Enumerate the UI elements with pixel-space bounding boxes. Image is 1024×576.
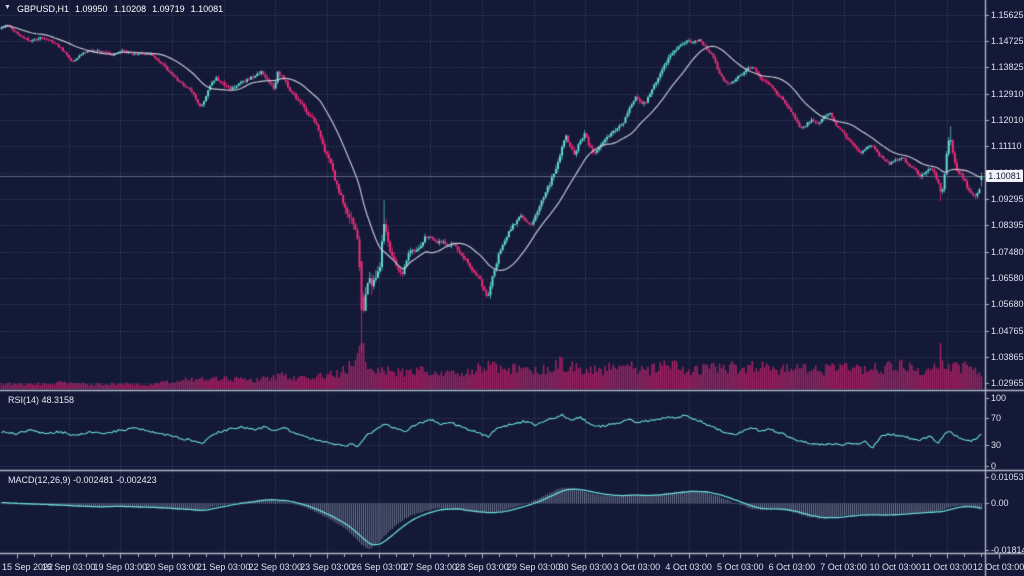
price-tick-label: 1.14725	[991, 36, 1024, 46]
time-tick-label: 5 Oct 03:00	[716, 562, 764, 572]
rsi-tick-label: 100	[991, 393, 1007, 403]
time-tick-label: 20 Sep 03:00	[145, 562, 199, 572]
time-tick-label: 6 Oct 03:00	[768, 562, 816, 572]
macd-tick-label: -0.018143	[991, 545, 1024, 555]
main-chart-panel[interactable]	[0, 0, 985, 390]
macd-name: MACD(12,26,9)	[8, 475, 71, 485]
price-tick-label: 1.09295	[991, 194, 1024, 204]
time-tick-label: 10 Oct 03:00	[869, 562, 921, 572]
time-tick-label: 27 Sep 03:00	[403, 562, 458, 572]
rsi-indicator-label: RSI(14) 48.3158	[8, 395, 74, 405]
time-tick-label: 4 Oct 03:00	[665, 562, 712, 572]
close-value: 1.10081	[190, 4, 224, 14]
open-value: 1.09950	[75, 4, 108, 14]
collapse-chart-arrow-icon[interactable]: ▼	[4, 4, 11, 11]
price-tick-label: 1.07480	[991, 247, 1024, 257]
time-tick-label: 29 Sep 03:00	[506, 562, 561, 572]
time-tick-label: 21 Sep 03:00	[196, 562, 251, 572]
time-tick-label: 12 Oct 03:00	[972, 562, 1024, 572]
rsi-axis[interactable]: 100 70 30 0	[985, 392, 1024, 471]
macd-tick-label: 0.010533	[991, 472, 1024, 482]
time-tick-label: 11 Oct 03:00	[921, 562, 973, 572]
time-tick-label: 3 Oct 03:00	[613, 562, 661, 572]
price-tick-label: 1.12010	[991, 115, 1024, 125]
time-tick-label: 26 Sep 03:00	[351, 562, 406, 572]
macd-tick-label: 0.00	[991, 498, 1009, 508]
low-value: 1.09719	[152, 4, 185, 14]
rsi-current-value: 48.3158	[41, 395, 75, 405]
time-axis[interactable]: 15 Sep 2022 16 Sep 03:00 19 Sep 03:00 20 Se…	[0, 553, 1024, 576]
rsi-tick-label: 0	[991, 461, 997, 471]
high-value: 1.10208	[113, 4, 147, 14]
rsi-tick-label: 70	[991, 413, 1002, 423]
symbol-ohlc-title: GBPUSD,H1 1.09950 1.10208 1.09719 1.10081	[17, 4, 229, 14]
current-price-badge: 1.10081	[986, 170, 1023, 182]
macd-axis[interactable]: 0.010533 0.00 -0.018143	[985, 472, 1024, 555]
price-tick-label: 1.13825	[991, 62, 1024, 72]
rsi-name: RSI(14)	[8, 395, 40, 405]
time-tick-label: 19 Sep 03:00	[93, 562, 148, 572]
price-tick-label: 1.08395	[991, 220, 1024, 230]
price-tick-label: 1.06580	[991, 273, 1024, 283]
price-tick-label: 1.03865	[991, 352, 1024, 362]
price-tick-label: 1.12910	[991, 89, 1024, 99]
macd-indicator-label: MACD(12,26,9) -0.002481 -0.002423	[8, 475, 157, 485]
time-tick-label: 15 Sep 2022	[2, 562, 54, 572]
time-tick-label: 23 Sep 03:00	[300, 562, 354, 572]
time-tick-label: 16 Sep 03:00	[41, 562, 96, 572]
macd-current-value: -0.002481	[73, 475, 114, 485]
symbol-timeframe-label: GBPUSD,H1	[17, 4, 70, 14]
price-tick-label: 1.04765	[991, 326, 1024, 336]
price-tick-label: 1.05680	[991, 299, 1024, 309]
price-tick-label: 1.15625	[991, 10, 1024, 20]
rsi-tick-label: 30	[991, 440, 1002, 450]
time-tick-label: 7 Oct 03:00	[820, 562, 867, 572]
price-tick-label: 1.02965	[991, 378, 1024, 388]
macd-signal-value: -0.002423	[116, 475, 157, 485]
time-tick-label: 30 Sep 03:00	[558, 562, 613, 572]
time-tick-label: 28 Sep 03:00	[455, 562, 509, 572]
price-tick-label: 1.11110	[991, 141, 1022, 151]
time-tick-label: 22 Sep 03:00	[248, 562, 303, 572]
rsi-panel[interactable]	[0, 392, 985, 470]
